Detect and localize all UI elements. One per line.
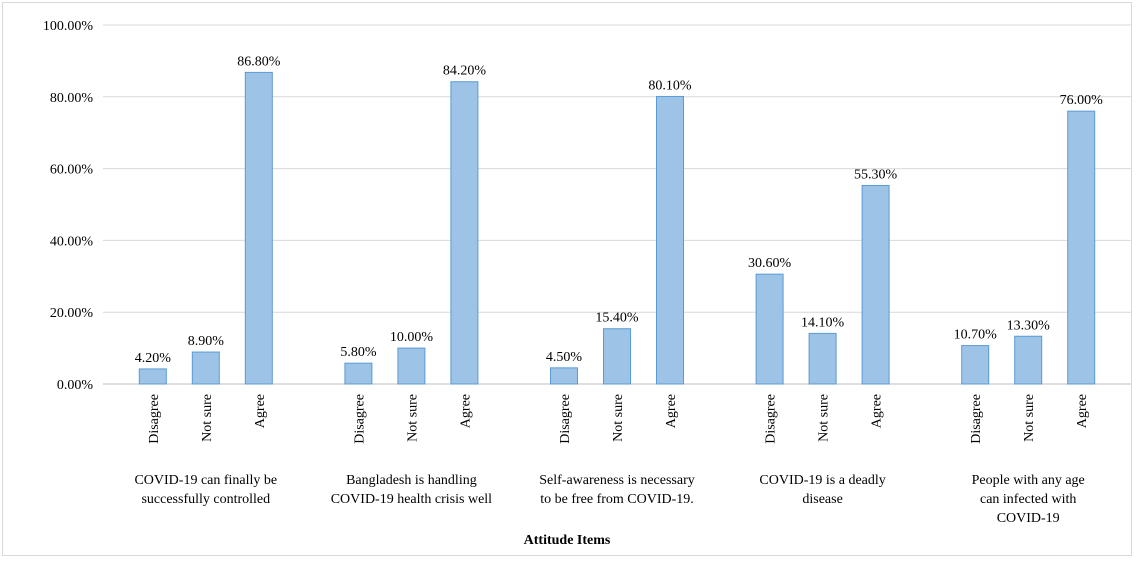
group-label-line: disease	[802, 492, 842, 507]
data-label: 30.60%	[748, 256, 792, 271]
category-label: Disagree	[147, 394, 162, 444]
y-tick-label: 60.00%	[50, 163, 94, 178]
y-tick-label: 40.00%	[50, 234, 94, 249]
category-label: Not sure	[611, 394, 626, 442]
category-label: Agree	[664, 394, 679, 428]
bar	[861, 184, 890, 385]
group-label-line: People with any age	[972, 473, 1085, 488]
group-label: COVID-19 is a deadly disease	[759, 473, 885, 507]
data-label: 14.10%	[801, 315, 845, 330]
bar	[138, 368, 167, 385]
data-label: 84.20%	[443, 64, 487, 79]
group-label-line: successfully controlled	[141, 492, 270, 507]
category-label: Agree	[253, 394, 268, 428]
category-labels: Disagree Not sure Agree Disagree Not sure Agr…	[147, 394, 1090, 444]
category-label: Not sure	[817, 394, 832, 442]
bar	[550, 367, 578, 385]
group-label-line: COVID-19 health crisis well	[331, 492, 492, 507]
data-label: 10.00%	[390, 330, 434, 345]
y-tick-label: 100.00%	[43, 19, 94, 34]
group-label-line: Self-awareness is necessary	[539, 473, 695, 488]
bar	[961, 345, 990, 385]
group-label-line: COVID-19 is a deadly	[759, 473, 885, 488]
data-label: 5.80%	[340, 345, 377, 360]
data-label: 13.30%	[1007, 318, 1051, 333]
y-tick-label: 20.00%	[50, 306, 94, 321]
data-label: 4.20%	[135, 351, 172, 366]
data-label: 4.50%	[546, 350, 583, 365]
data-label: 10.70%	[954, 328, 998, 343]
gridlines	[103, 24, 1131, 385]
bar	[808, 332, 837, 385]
y-tick-label: 80.00%	[50, 91, 94, 106]
category-label: Not sure	[200, 394, 215, 442]
y-axis-ticks: 0.00% 20.00% 40.00% 60.00% 80.00% 100.00%	[43, 19, 94, 393]
data-label: 15.40%	[595, 311, 639, 326]
bar	[344, 362, 373, 385]
category-label: Disagree	[558, 394, 573, 444]
bar	[603, 328, 631, 385]
bars	[138, 71, 1096, 385]
data-label: 80.10%	[648, 78, 692, 93]
group-labels: COVID-19 can finally be successfully cont…	[134, 473, 1084, 526]
bar	[450, 81, 479, 385]
category-label: Disagree	[969, 394, 984, 444]
data-label: 55.30%	[854, 167, 898, 182]
bar	[1014, 335, 1043, 385]
bar	[191, 351, 220, 385]
bar-chart: 0.00% 20.00% 40.00% 60.00% 80.00% 100.00% 4.2…	[43, 19, 1131, 548]
bar	[244, 71, 273, 385]
data-label: 8.90%	[188, 334, 225, 349]
bar	[397, 347, 426, 385]
data-labels: 4.20% 8.90% 86.80% 5.80% 10.00% 84.20% 4.50% 15…	[135, 54, 1103, 366]
data-label: 76.00%	[1060, 93, 1104, 108]
data-label: 86.80%	[237, 54, 281, 69]
group-label-line: Bangladesh is handling	[346, 473, 477, 488]
category-label: Agree	[870, 394, 885, 428]
category-label: Agree	[1075, 394, 1090, 428]
category-label: Not sure	[405, 394, 420, 442]
group-label-line: can infected with	[980, 492, 1076, 507]
category-label: Agree	[458, 394, 473, 428]
bar	[1067, 110, 1096, 385]
group-label: Self-awareness is necessary to be free fr…	[539, 473, 695, 507]
x-axis-title: Attitude Items	[524, 533, 611, 548]
bar	[755, 273, 784, 385]
y-tick-label: 0.00%	[57, 378, 94, 393]
bar	[656, 95, 684, 385]
group-label: COVID-19 can finally be successfully cont…	[134, 473, 277, 507]
group-label-line: COVID-19 can finally be	[134, 473, 277, 488]
group-label: People with any age can infected with COVI…	[972, 473, 1085, 526]
category-label: Disagree	[352, 394, 367, 444]
category-label: Disagree	[764, 394, 779, 444]
group-label-line: COVID-19	[997, 511, 1060, 526]
group-label-line: to be free from COVID-19.	[540, 492, 694, 507]
group-label: Bangladesh is handling COVID-19 health cr…	[331, 473, 492, 507]
category-label: Not sure	[1022, 394, 1037, 442]
